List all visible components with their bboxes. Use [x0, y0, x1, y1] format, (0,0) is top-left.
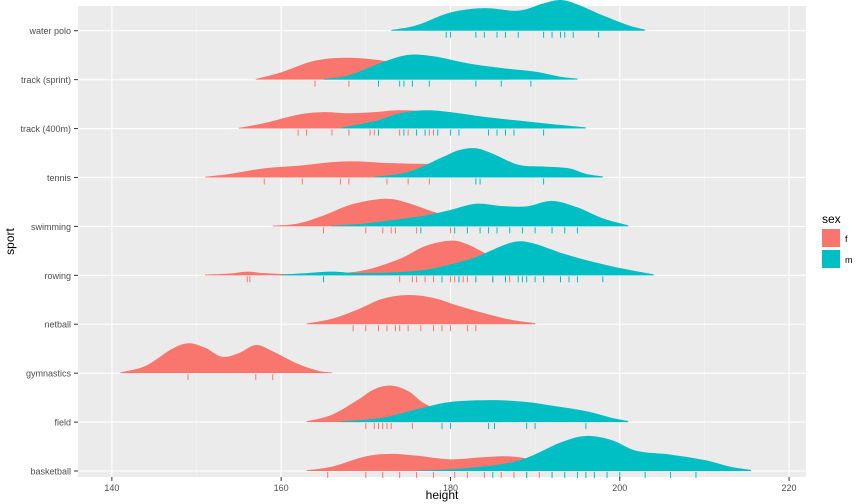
ridge-track-400m--m [340, 110, 586, 129]
y-tick-label: rowing [44, 271, 71, 281]
panel-background [78, 6, 806, 477]
x-tick-label: 220 [782, 483, 797, 493]
y-tick-label: water polo [28, 26, 71, 36]
ridge-track-sprint--m [323, 54, 578, 80]
ridge-netball-f [306, 295, 536, 325]
y-tick-label: gymnastics [26, 369, 72, 379]
x-axis: 140 160 180 200 220 [104, 477, 797, 493]
ridge-tennis-m [374, 148, 603, 178]
y-tick-label: basketball [30, 467, 71, 477]
legend-title: sex [822, 212, 841, 226]
density-ridges [120, 0, 751, 471]
rug-marks [187, 31, 697, 478]
ridge-field-f [306, 385, 502, 423]
y-tick-label: field [54, 418, 71, 428]
ridge-basketball-m [416, 435, 751, 471]
ridge-water-polo-m [391, 0, 646, 31]
ridge-gymnastics-f [120, 343, 332, 374]
y-tick-label: track (sprint) [21, 75, 71, 85]
legend-label-m: m [845, 255, 853, 265]
legend-key-f [822, 229, 840, 247]
y-tick-label: netball [44, 320, 71, 330]
ridge-swimming-m [331, 200, 629, 227]
y-tick-label: swimming [31, 222, 71, 232]
x-tick-label: 180 [443, 483, 458, 493]
y-tick-label: tennis [47, 173, 72, 183]
x-axis-label: height [426, 488, 459, 502]
y-axis-label: sport [3, 228, 17, 255]
x-tick-label: 200 [612, 483, 627, 493]
y-axis: basketball field gymnastics netball rowing sw… [20, 26, 78, 477]
legend: sex f m [822, 212, 853, 268]
minor-gridlines [196, 6, 705, 477]
x-tick-label: 160 [274, 483, 289, 493]
legend-key-m [822, 250, 840, 268]
ridge-field-m [340, 400, 629, 423]
ridge-rowing-m [281, 241, 654, 276]
legend-label-f: f [845, 234, 848, 244]
y-tick-label: track (400m) [20, 124, 71, 134]
x-tick-label: 140 [104, 483, 119, 493]
